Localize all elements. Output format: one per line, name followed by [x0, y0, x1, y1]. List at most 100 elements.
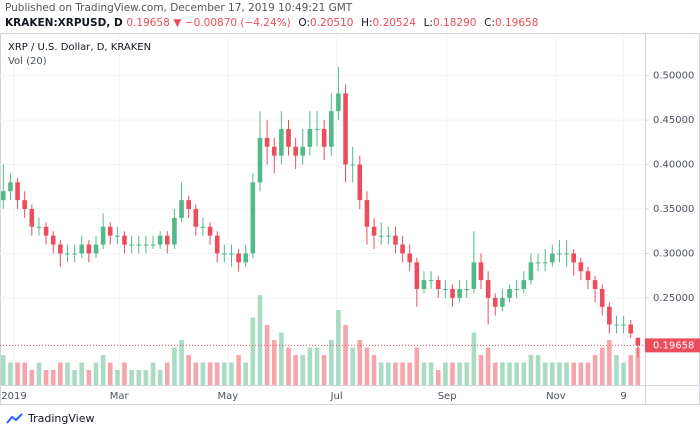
volume-bar	[8, 362, 13, 385]
candle-body	[22, 200, 27, 209]
candle-body	[450, 289, 455, 298]
candle-body	[122, 235, 127, 245]
candle-body	[628, 324, 634, 334]
volume-bar	[229, 362, 234, 385]
volume-bar	[22, 362, 27, 385]
ohlc-open-label: O:	[298, 17, 311, 29]
candle-body	[307, 129, 313, 147]
volume-bar	[236, 355, 241, 385]
candle-body	[528, 262, 534, 281]
candle-body	[257, 137, 263, 183]
volume-bar	[307, 347, 313, 385]
candle-body	[107, 226, 113, 236]
candle-body	[250, 182, 256, 254]
candle-body	[607, 306, 612, 325]
volume-bar	[129, 370, 134, 385]
candle-body	[557, 253, 562, 255]
candle-body	[150, 244, 156, 246]
x-tick-label: Mar	[110, 391, 130, 402]
candle-body	[578, 262, 584, 272]
candle-body	[15, 182, 20, 201]
candle-body	[514, 289, 519, 290]
volume-bar	[521, 362, 527, 385]
volume-bar	[243, 362, 249, 385]
candle-body	[58, 244, 63, 254]
candle-body	[279, 129, 284, 156]
volume-bar	[179, 340, 184, 385]
volume-bar	[400, 362, 405, 385]
volume-bar	[65, 362, 70, 385]
x-tick-label: Jul	[330, 391, 343, 402]
candle-body	[79, 244, 85, 254]
volume-bar	[450, 362, 455, 385]
volume-bar	[107, 362, 113, 385]
candle-body	[179, 200, 184, 218]
candle-body	[564, 253, 569, 255]
volume-bar	[550, 362, 555, 385]
y-tick-label: 0.30000	[653, 248, 694, 259]
candle-body	[321, 129, 327, 147]
volume-bar	[15, 362, 20, 385]
candle-body	[550, 253, 555, 263]
candle-body	[314, 129, 320, 130]
volume-bar	[193, 362, 199, 385]
volume-bar	[286, 347, 291, 385]
published-note: Published on TradingView.com, December 1…	[5, 2, 353, 14]
candle-body	[86, 244, 92, 254]
price-change: ▼ −0.00870 (−4.24%)	[173, 17, 291, 29]
y-tick-label: 0.45000	[653, 115, 694, 126]
ohlc-open: 0.20510	[310, 17, 354, 29]
candle-body	[207, 226, 213, 236]
volume-bar	[628, 355, 634, 385]
volume-bar	[599, 347, 605, 385]
volume-bar	[43, 370, 49, 385]
candle-body	[443, 289, 448, 290]
x-tick-label: Nov	[546, 391, 566, 402]
volume-bar	[86, 370, 92, 385]
candle-body	[464, 289, 470, 290]
volume-bar	[336, 310, 341, 385]
candle-body	[435, 280, 441, 289]
volume-bar	[492, 362, 498, 385]
candle-body	[65, 253, 70, 255]
candle-body	[500, 297, 505, 307]
candle-body	[535, 262, 541, 264]
y-tick-label: 0.50000	[653, 71, 694, 82]
volume-bar	[421, 362, 427, 385]
volume-bar	[364, 347, 370, 385]
volume-bar	[222, 362, 227, 385]
volume-bar	[136, 370, 142, 385]
volume-bar	[443, 362, 448, 385]
chart-title: XRP / U.S. Dollar, D, KRAKEN	[8, 42, 151, 53]
candle-body	[271, 146, 277, 156]
volume-bar	[557, 362, 562, 385]
volume-bar	[186, 355, 191, 385]
chart-frame	[0, 33, 700, 405]
volume-bar	[378, 362, 384, 385]
brand: TradingView	[28, 412, 95, 425]
candle-body	[72, 253, 77, 255]
candle-body	[29, 209, 35, 227]
volume-bar	[585, 362, 591, 385]
candle-body	[428, 280, 434, 282]
candle-body	[492, 297, 498, 307]
last-price-label: 0.19658	[653, 340, 694, 351]
symbol-line: KRAKEN:XRPUSD, D 0.19658 ▼ −0.00870 (−4.…	[5, 17, 538, 29]
footer: TradingView	[6, 412, 94, 425]
candle-body	[43, 226, 49, 236]
candle-body	[614, 324, 619, 326]
candle-body	[100, 226, 106, 245]
candle-body	[343, 93, 348, 165]
x-tick-label: May	[218, 391, 239, 402]
volume-bar	[514, 362, 519, 385]
last-price: 0.19658	[126, 17, 170, 29]
volume-bar	[614, 355, 619, 385]
volume-bar	[50, 370, 56, 385]
volume-bar	[271, 340, 277, 385]
candle-body	[485, 280, 491, 298]
x-tick-label: 2019	[1, 391, 26, 402]
candle-body	[1, 191, 6, 201]
volume-bar	[293, 355, 298, 385]
volume-bar	[350, 347, 355, 385]
